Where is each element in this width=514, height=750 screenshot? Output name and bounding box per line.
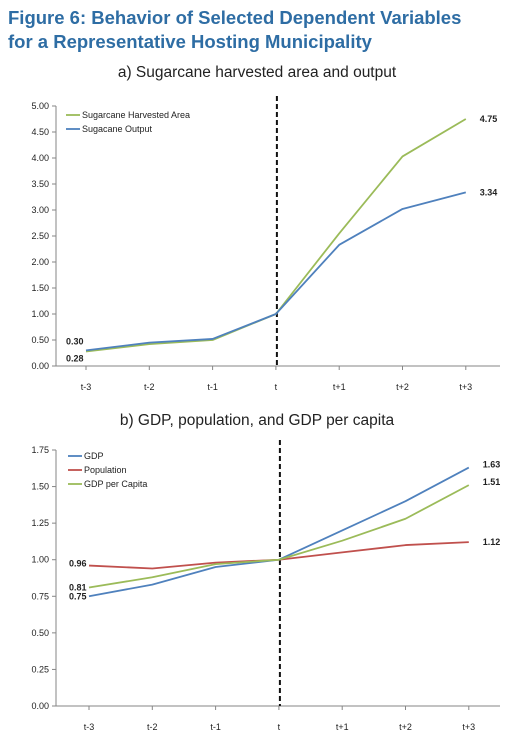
chart-a-title: a) Sugarcane harvested area and output bbox=[117, 64, 397, 81]
chart-b-data-label: 1.51 bbox=[483, 477, 501, 487]
chart-a-data-label: 0.28 bbox=[66, 353, 84, 363]
chart-b-data-label: 0.96 bbox=[69, 559, 87, 569]
chart-b-series-line bbox=[88, 484, 470, 589]
chart-a-x-tick-label: t-3 bbox=[81, 382, 92, 392]
chart-b-data-label: 1.63 bbox=[483, 460, 501, 470]
figure-title-line-1: Figure 6: Behavior of Selected Dependent… bbox=[8, 7, 462, 28]
chart-a-x-tick-label: t-2 bbox=[144, 382, 155, 392]
chart-b-x-tick-label: t+3 bbox=[462, 722, 475, 732]
chart-b-y-tick-label: 1.00 bbox=[31, 555, 49, 565]
chart-a-x-tick-label: t-1 bbox=[207, 382, 218, 392]
chart-b-legend-label: GDP per Capita bbox=[84, 479, 147, 489]
chart-b-y-tick-label: 1.25 bbox=[31, 518, 49, 528]
chart-b-y-tick-label: 0.00 bbox=[31, 701, 49, 711]
chart-a-y-tick-label: 2.50 bbox=[31, 231, 49, 241]
chart-b-data-label: 0.75 bbox=[69, 591, 87, 601]
chart-b-legend-label: Population bbox=[84, 465, 127, 475]
chart-a-data-label: 3.34 bbox=[480, 187, 498, 197]
chart-b-x-tick-label: t-2 bbox=[147, 722, 158, 732]
chart-b-y-tick-label: 0.50 bbox=[31, 628, 49, 638]
chart-a-legend-label: Sugarcane Harvested Area bbox=[82, 110, 190, 120]
chart-b-x-tick-label: t+1 bbox=[336, 722, 349, 732]
chart-a-x-tick-label: t bbox=[275, 382, 278, 392]
chart-a-y-tick-label: 5.00 bbox=[31, 101, 49, 111]
chart-a-data-label: 0.30 bbox=[66, 336, 84, 346]
chart-b-data-label: 0.81 bbox=[69, 583, 87, 593]
chart-b-x-tick-label: t-1 bbox=[210, 722, 221, 732]
chart-a-y-tick-label: 4.00 bbox=[31, 153, 49, 163]
chart-a-y-tick-label: 0.00 bbox=[31, 361, 49, 371]
chart-a-series-line bbox=[85, 191, 467, 352]
chart-b-y-tick-label: 0.25 bbox=[31, 664, 49, 674]
chart-a-y-tick-label: 0.50 bbox=[31, 335, 49, 345]
chart-a-x-tick-label: t+1 bbox=[333, 382, 346, 392]
chart-b-x-tick-label: t-3 bbox=[84, 722, 95, 732]
chart-a-y-tick-label: 1.50 bbox=[31, 283, 49, 293]
chart-b-x-tick-label: t bbox=[278, 722, 281, 732]
chart-b-x-tick-label: t+2 bbox=[399, 722, 412, 732]
chart-b-data-label: 1.12 bbox=[483, 537, 501, 547]
figure-title: Figure 6: Behavior of Selected Dependent… bbox=[8, 6, 508, 54]
chart-a-data-label: 4.75 bbox=[480, 114, 498, 124]
chart-a-legend-label: Sugacane Output bbox=[82, 124, 153, 134]
chart-b-title: b) GDP, population, and GDP per capita bbox=[119, 412, 395, 429]
chart-a-y-tick-label: 3.00 bbox=[31, 205, 49, 215]
figure-title-line-2: for a Representative Hosting Municipalit… bbox=[8, 31, 372, 52]
chart-a-y-tick-label: 1.00 bbox=[31, 309, 49, 319]
chart-b-y-tick-label: 0.75 bbox=[31, 591, 49, 601]
chart-b-y-tick-label: 1.50 bbox=[31, 482, 49, 492]
chart-b-legend-label: GDP bbox=[84, 451, 104, 461]
chart-a-y-tick-label: 4.50 bbox=[31, 127, 49, 137]
chart-a-x-tick-label: t+2 bbox=[396, 382, 409, 392]
chart-a-y-tick-label: 3.50 bbox=[31, 179, 49, 189]
chart-a-x-tick-label: t+3 bbox=[459, 382, 472, 392]
chart-a-y-tick-label: 2.00 bbox=[31, 257, 49, 267]
chart-a: 0.00 0.50 1.00 1.50 2.00 2.50 3.00 3.50 4.00 4.50… bbox=[31, 96, 500, 392]
chart-b-y-tick-label: 1.75 bbox=[31, 445, 49, 455]
chart-b: 0.00 0.25 0.50 0.75 1.00 1.25 1.50 1.75 t-3 t-2 t-… bbox=[31, 440, 501, 732]
